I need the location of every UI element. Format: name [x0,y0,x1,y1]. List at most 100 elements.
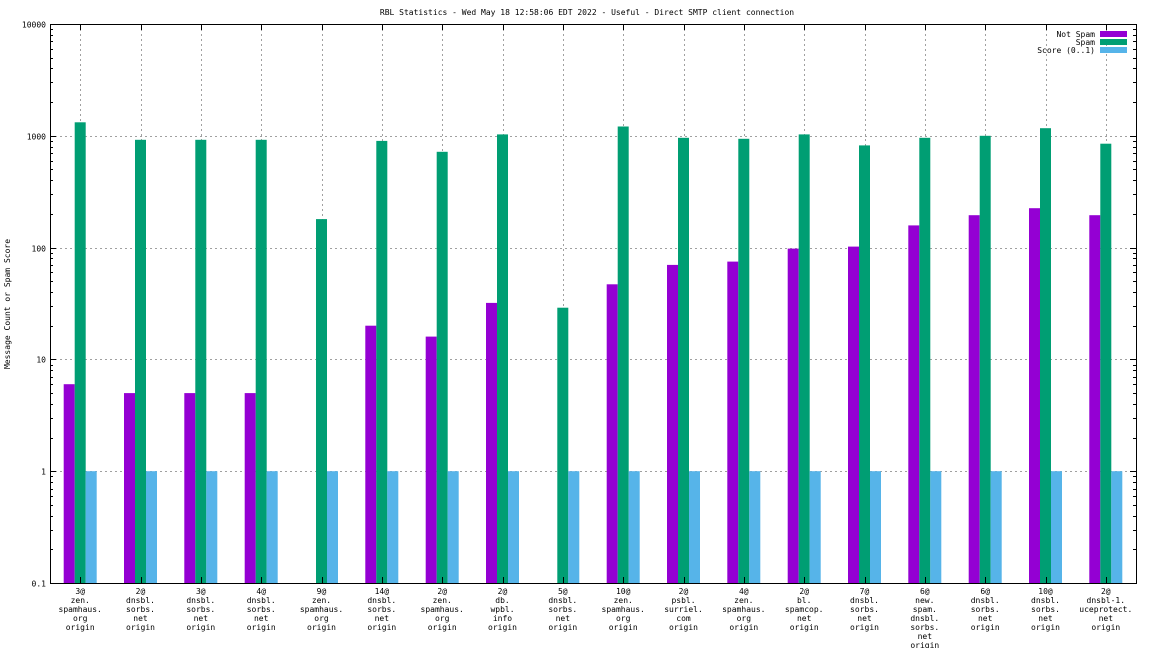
bar-score-0-1 [990,471,1002,583]
bar-score-0-1 [568,471,580,583]
x-tick-label-line: net [556,614,571,623]
x-tick-label-line: info [493,614,512,623]
x-tick-label-line: sorbs. [548,605,577,614]
x-tick-label-line: dnsbl. [971,596,1000,605]
bar-score-0-1 [447,471,459,583]
x-tick-label-line: net [1038,614,1053,623]
bar-spam [74,122,86,584]
x-tick-label: 10@ dnsbl. sorbs. net origin [1031,587,1060,632]
x-tick-label-line: origin [971,623,1000,632]
x-tick-label-line: org [314,614,329,623]
bar-not-spam [606,284,618,583]
bar-score-0-1 [930,471,942,583]
x-tick-label-line: sorbs. [850,605,879,614]
bar-not-spam [727,261,739,583]
x-tick-label-line: com [676,614,691,623]
x-tick-label-line: 2@ [437,587,447,596]
bar-spam [859,145,870,583]
x-tick-label: 10@ zen. spamhaus. org origin [602,587,645,632]
x-tick-label-line: sorbs. [971,605,1000,614]
x-tick-label-line: sorbs. [247,605,276,614]
y-tick-label: 10 [36,356,46,365]
x-tick-label-line: bl. [797,596,811,605]
x-tick-label: 4@ zen. spamhaus. org origin [722,587,765,632]
y-tick-labels: 0.1 1 10 100 1000 10000 [22,21,46,589]
x-tick-label-line: origin [307,623,336,632]
bar-spam [617,126,629,583]
bar-score-0-1 [327,471,338,583]
x-tick-label: 2@ psbl. surriel. com origin [664,587,703,632]
x-tick-label-line: psbl. [671,596,695,605]
x-tick-label-line: 2@ [799,587,809,596]
x-tick-label-line: net [375,614,390,623]
x-tick-label-line: zen. [312,596,331,605]
bar-not-spam [1029,208,1040,583]
x-tick-label-line: db. [495,596,509,605]
x-tick-label: 7@ dnsbl. sorbs. net origin [850,587,879,632]
x-tick-label-line: net [857,614,872,623]
bar-spam [979,135,991,584]
bar-not-spam [908,225,920,583]
x-tick-label-line: origin [66,623,95,632]
bar-not-spam [848,246,859,583]
bar-spam [557,307,569,583]
x-tick-label-line: 3@ [75,587,85,596]
bar-score-0-1 [689,471,700,583]
x-tick-label-line: net [1099,614,1114,623]
x-tick-label: 2@ zen. spamhaus. org origin [421,587,464,632]
x-tick-label-line: origin [609,623,638,632]
x-tick-label-line: origin [428,623,457,632]
legend-swatch [1100,31,1127,37]
x-tick-label-line: new. [915,596,934,605]
x-tick-label-line: org [435,614,450,623]
x-tick-label-line: net [194,614,209,623]
bar-spam [316,219,327,583]
x-tick-label: 3@ dnsbl. sorbs. net origin [186,587,215,632]
x-tick-label-line: origin [367,623,396,632]
x-tick-label-line: dnsbl. [850,596,879,605]
legend-label: Not Spam [1056,30,1095,39]
x-tick-label-line: net [918,632,933,641]
x-tick-label-line: origin [790,623,819,632]
x-tick-label-line: uceprotect. [1079,605,1132,614]
x-tick-label-line: dnsbl. [910,614,939,623]
x-tick-label: 6@ dnsbl. sorbs. net origin [971,587,1000,632]
x-tick-label-line: spamhaus. [722,605,765,614]
x-tick-label-line: wpbl. [490,605,514,614]
y-tick-label: 1000 [27,133,46,142]
bar-spam [376,140,388,583]
bar-spam [738,138,750,584]
bar-score-0-1 [809,471,821,583]
x-tick-label-line: 6@ [980,587,990,596]
bar-not-spam [968,215,980,583]
x-tick-label-line: zen. [734,596,753,605]
y-tick-label: 100 [32,245,47,254]
x-tick-label-line: origin [548,623,577,632]
y-tick-label: 0.1 [32,580,47,589]
x-tick-label-line: 10@ [1038,587,1053,596]
x-tick-label-line: origin [126,623,155,632]
bar-score-0-1 [146,471,157,583]
x-tick-label-line: origin [850,623,879,632]
x-tick-label-line: 4@ [739,587,749,596]
x-tick-label-line: zen. [433,596,452,605]
y-tick-label: 10000 [22,21,46,30]
x-tick-label-line: spamhaus. [602,605,645,614]
x-tick-label: 2@ bl. spamcop. net origin [785,587,824,632]
x-tick-label-line: sorbs. [910,623,939,632]
bar-not-spam [63,384,75,583]
x-tick-label-line: 4@ [256,587,266,596]
bar-score-0-1 [1111,471,1123,583]
bar-not-spam [124,393,135,583]
x-tick-label-line: origin [669,623,698,632]
x-tick-label-line: origin [1031,623,1060,632]
x-tick-label-line: zen. [614,596,633,605]
x-tick-label-line: net [133,614,148,623]
y-tick-label: 1 [41,468,46,477]
legend-label: Score (0..1) [1037,46,1095,55]
x-tick-label-line: net [797,614,812,623]
x-tick-label-line: 6@ [920,587,930,596]
x-tick-label: 14@ dnsbl. sorbs. net origin [367,587,396,632]
